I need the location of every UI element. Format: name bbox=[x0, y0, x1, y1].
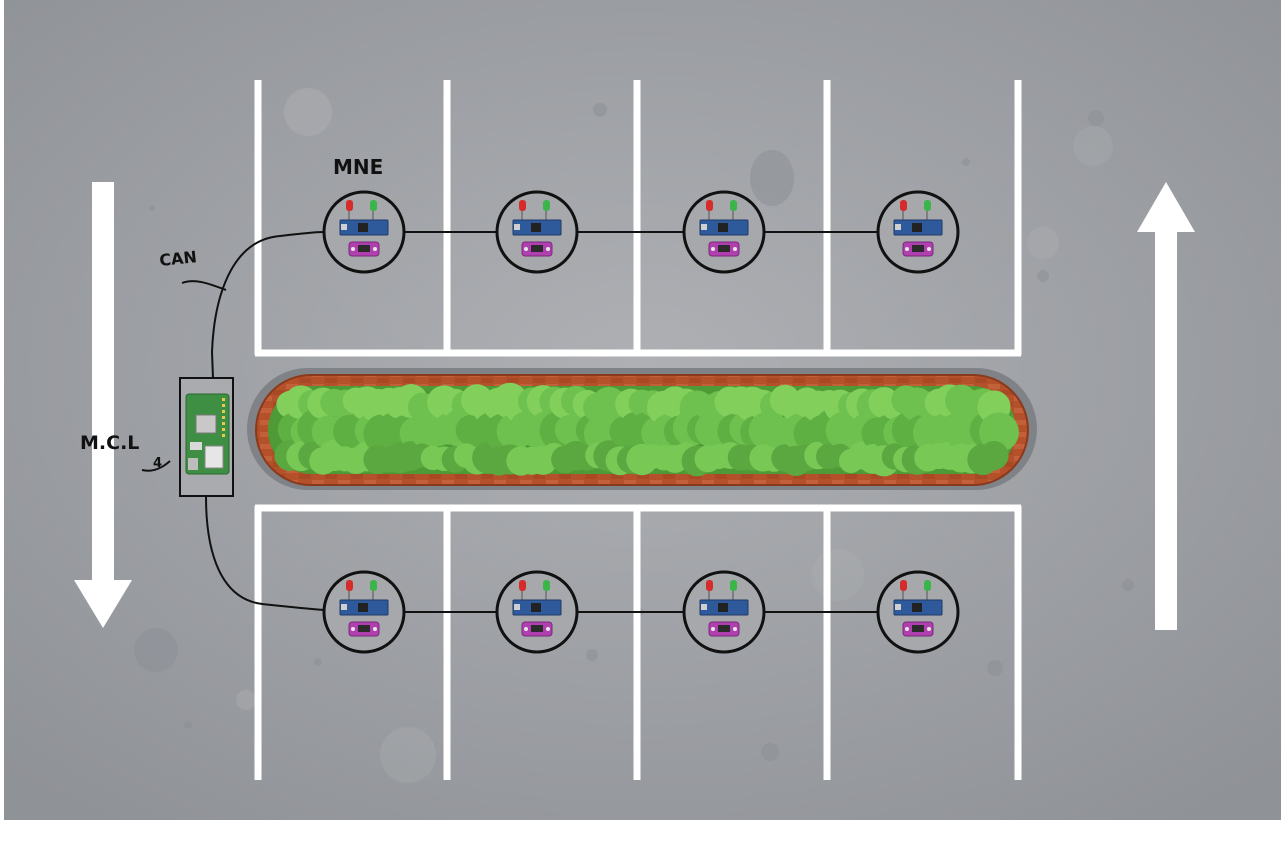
green-led-icon bbox=[924, 200, 931, 211]
chip-icon bbox=[358, 223, 368, 232]
red-led-icon bbox=[706, 200, 713, 211]
wire-top-to-controller bbox=[210, 231, 325, 379]
mount-hole bbox=[351, 627, 355, 631]
green-led-icon bbox=[370, 580, 377, 591]
usb-port-icon bbox=[514, 604, 520, 610]
sensor-node-bottom-3 bbox=[682, 570, 766, 654]
red-led-icon bbox=[900, 200, 907, 211]
mount-hole bbox=[905, 247, 909, 251]
sensor-node-bottom-2 bbox=[495, 570, 579, 654]
controller-label: M.C.L bbox=[80, 432, 139, 454]
bus-label-pointer bbox=[181, 280, 227, 291]
usb-port-icon bbox=[341, 604, 347, 610]
mount-hole bbox=[546, 627, 550, 631]
controller-label-sub: 4 bbox=[153, 456, 162, 471]
green-led-icon bbox=[370, 200, 377, 211]
red-led-icon bbox=[346, 200, 353, 211]
mount-hole bbox=[524, 627, 528, 631]
green-led-icon bbox=[543, 580, 550, 591]
usb-port-icon bbox=[895, 224, 901, 230]
bus-label: CAN bbox=[158, 247, 197, 270]
sensor-node-top-2 bbox=[495, 190, 579, 274]
sensor-lens-icon bbox=[358, 245, 370, 252]
can-bus-wires bbox=[205, 231, 878, 613]
annotations: MNE CAN M.C.L 4 bbox=[80, 155, 383, 472]
controller-box bbox=[179, 377, 234, 497]
sensor-lens-icon bbox=[531, 245, 543, 252]
mount-hole bbox=[905, 627, 909, 631]
mount-hole bbox=[927, 627, 931, 631]
chip-icon bbox=[912, 603, 922, 612]
usb-port-icon bbox=[895, 604, 901, 610]
mount-hole bbox=[927, 247, 931, 251]
chip-icon bbox=[718, 223, 728, 232]
mount-hole bbox=[524, 247, 528, 251]
green-led-icon bbox=[730, 580, 737, 591]
usb-port-icon bbox=[701, 604, 707, 610]
red-led-icon bbox=[900, 580, 907, 591]
node-label: MNE bbox=[333, 155, 383, 179]
mount-hole bbox=[351, 247, 355, 251]
chip-icon bbox=[358, 603, 368, 612]
sensor-node-top-1 bbox=[322, 190, 406, 274]
sensor-lens-icon bbox=[718, 245, 730, 252]
parking-lines bbox=[254, 80, 1022, 780]
asphalt-stains bbox=[134, 88, 1134, 783]
left-arrow bbox=[74, 182, 132, 628]
hedge-leaf bbox=[979, 441, 1009, 471]
controller-label-pointer bbox=[141, 460, 171, 472]
green-led-icon bbox=[543, 200, 550, 211]
mount-hole bbox=[711, 247, 715, 251]
usb-port-icon bbox=[701, 224, 707, 230]
sensor-lens-icon bbox=[358, 625, 370, 632]
chip-icon bbox=[912, 223, 922, 232]
mount-hole bbox=[733, 627, 737, 631]
hedge bbox=[274, 382, 1019, 477]
chip-icon bbox=[718, 603, 728, 612]
raspberry-pi-board bbox=[185, 393, 230, 475]
sensor-node-top-3 bbox=[682, 190, 766, 274]
green-led-icon bbox=[730, 200, 737, 211]
usb-port-icon bbox=[514, 224, 520, 230]
sensor-lens-icon bbox=[531, 625, 543, 632]
mount-hole bbox=[373, 247, 377, 251]
green-led-icon bbox=[924, 580, 931, 591]
sensor-node-bottom-1 bbox=[322, 570, 406, 654]
chip-icon bbox=[531, 223, 541, 232]
mount-hole bbox=[546, 247, 550, 251]
red-led-icon bbox=[706, 580, 713, 591]
red-led-icon bbox=[519, 200, 526, 211]
sensor-lens-icon bbox=[912, 625, 924, 632]
mount-hole bbox=[733, 247, 737, 251]
red-led-icon bbox=[346, 580, 353, 591]
sensor-nodes bbox=[322, 190, 960, 654]
red-led-icon bbox=[519, 580, 526, 591]
sensor-node-top-4 bbox=[876, 190, 960, 274]
usb-port-icon bbox=[341, 224, 347, 230]
right-arrow bbox=[1137, 182, 1195, 630]
planter bbox=[247, 368, 1037, 490]
mount-hole bbox=[711, 627, 715, 631]
sensor-lens-icon bbox=[718, 625, 730, 632]
sensor-lens-icon bbox=[912, 245, 924, 252]
wire-bottom-to-controller bbox=[205, 496, 325, 611]
sensor-node-bottom-4 bbox=[876, 570, 960, 654]
chip-icon bbox=[531, 603, 541, 612]
mount-hole bbox=[373, 627, 377, 631]
